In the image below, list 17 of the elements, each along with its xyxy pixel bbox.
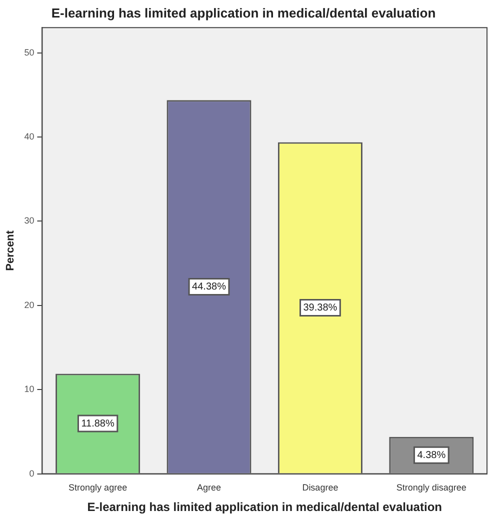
x-tick-label: Agree	[196, 482, 222, 493]
x-tick-label: Disagree	[302, 482, 338, 493]
x-tick-label: Strongly disagree	[396, 482, 466, 493]
y-tick-label: 20	[24, 300, 34, 310]
y-tick-label: 10	[24, 384, 34, 394]
data-label: 4.38%	[417, 450, 446, 461]
chart-title: E-learning has limited application in medical/dental evaluation	[51, 5, 436, 20]
y-tick-label: 50	[24, 47, 34, 58]
data-label: 11.88%	[81, 418, 114, 430]
data-label: 39.38%	[303, 302, 338, 314]
y-axis-title: Percent	[4, 230, 17, 271]
data-label: 44.38%	[192, 281, 226, 292]
y-tick-label: 30	[24, 216, 34, 226]
y-tick-label: 40	[24, 132, 34, 142]
x-axis-title: E-learning has limited application in medical/dental evaluation	[87, 500, 442, 514]
y-tick-label: 0	[29, 468, 34, 478]
x-tick-label: Strongly agree	[68, 482, 128, 493]
